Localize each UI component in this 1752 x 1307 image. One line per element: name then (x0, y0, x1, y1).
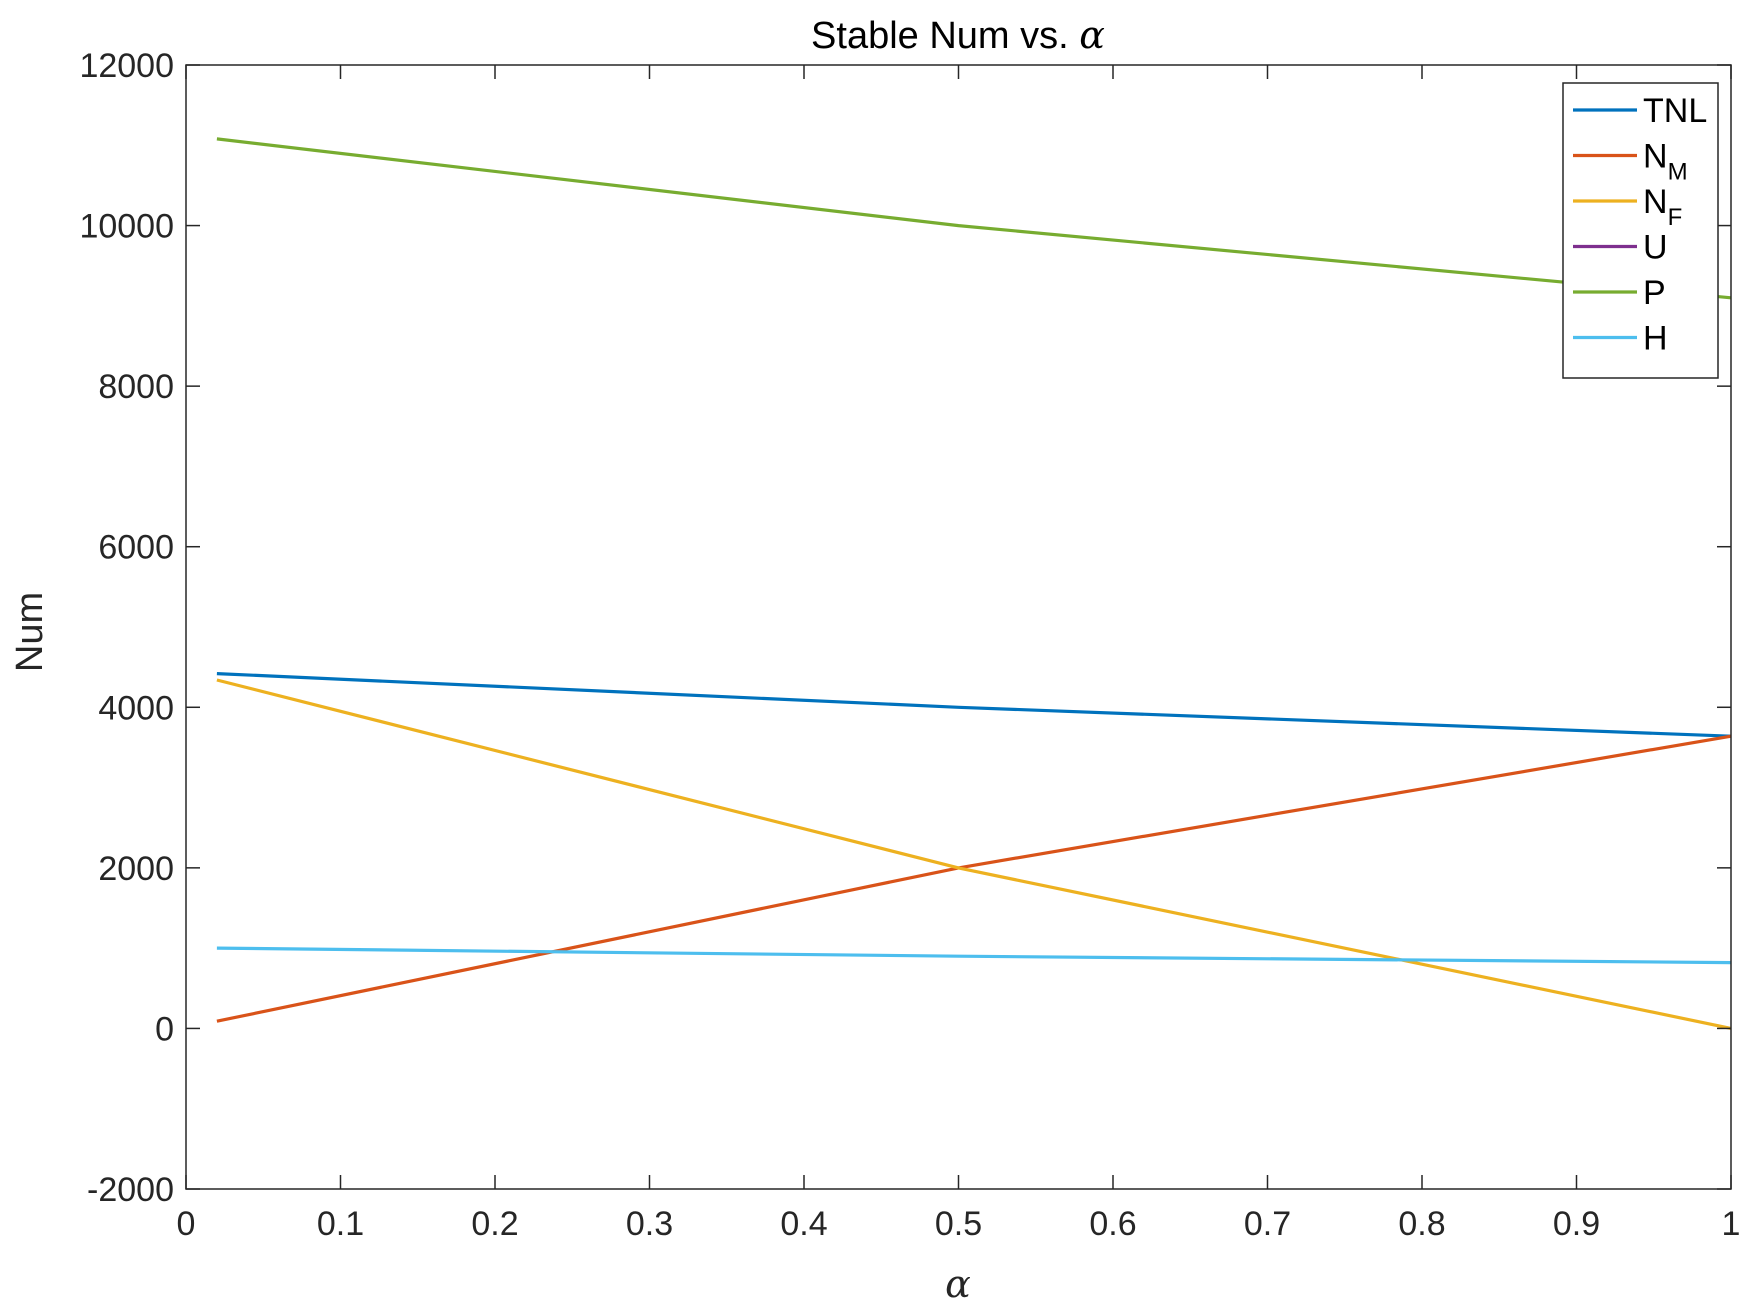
axis-ticks (185, 64, 1732, 1190)
x-tick-label: 0.5 (935, 1205, 982, 1243)
y-axis-title: Num (9, 592, 51, 672)
legend-label-tnl: TNL (1643, 92, 1707, 130)
x-tick-labels: 0 0.1 0.2 0.3 0.4 0.5 0.6 0.7 0.8 0.9 1 (177, 1205, 1741, 1243)
x-tick-label: 0.4 (780, 1205, 827, 1243)
y-tick-label: 2000 (98, 850, 174, 888)
y-tick-label: -2000 (87, 1171, 174, 1209)
y-tick-label: 6000 (98, 529, 174, 567)
x-tick-label: 0.3 (626, 1205, 673, 1243)
legend-label-main: N (1643, 138, 1668, 176)
x-tick-label: 1 (1722, 1205, 1741, 1243)
legend-label-u: U (1643, 229, 1668, 267)
series-line-n-m (216, 734, 1732, 1023)
plot-lines (216, 137, 1732, 1030)
chart-title-text: Stable Num vs. (811, 15, 1079, 57)
legend-label-n-m: NM (1643, 138, 1688, 186)
y-tick-label: 8000 (98, 368, 174, 406)
y-tick-label: 10000 (79, 208, 174, 246)
series-line-n-f (216, 678, 1732, 1030)
y-tick-label: 12000 (79, 47, 174, 85)
legend-label-subscript: M (1668, 159, 1688, 186)
x-tick-label: 0.9 (1553, 1205, 1600, 1243)
x-tick-label: 0.8 (1398, 1205, 1445, 1243)
legend-label-main: U (1643, 229, 1668, 267)
x-tick-label: 0.2 (471, 1205, 518, 1243)
chart-title: Stable Num vs. α (811, 13, 1105, 57)
legend-label-main: P (1643, 274, 1666, 312)
series-line-h (216, 946, 1732, 965)
legend-label-main: H (1643, 320, 1668, 358)
series-line-tnl (216, 672, 1732, 738)
chart-title-symbol: α (1079, 13, 1105, 57)
x-tick-label: 0.6 (1089, 1205, 1136, 1243)
legend-label-subscript: F (1668, 204, 1683, 231)
plot-frame (185, 64, 1732, 1190)
legend-label-main: TNL (1643, 92, 1707, 130)
y-tick-label: 0 (155, 1010, 174, 1048)
y-tick-labels: -2000 0 2000 4000 6000 8000 10000 12000 (79, 47, 174, 1209)
legend-label-n-f: NF (1643, 183, 1682, 231)
x-tick-label: 0.7 (1244, 1205, 1291, 1243)
legend-label-h: H (1643, 320, 1668, 358)
y-tick-label: 4000 (98, 689, 174, 727)
legend-label-p: P (1643, 274, 1666, 312)
legend-box (1562, 82, 1719, 379)
legend-label-main: N (1643, 183, 1668, 221)
x-tick-label: 0 (177, 1205, 196, 1243)
x-tick-label: 0.1 (317, 1205, 364, 1243)
series-line-p (216, 137, 1732, 300)
x-axis-title: α (945, 1262, 971, 1306)
